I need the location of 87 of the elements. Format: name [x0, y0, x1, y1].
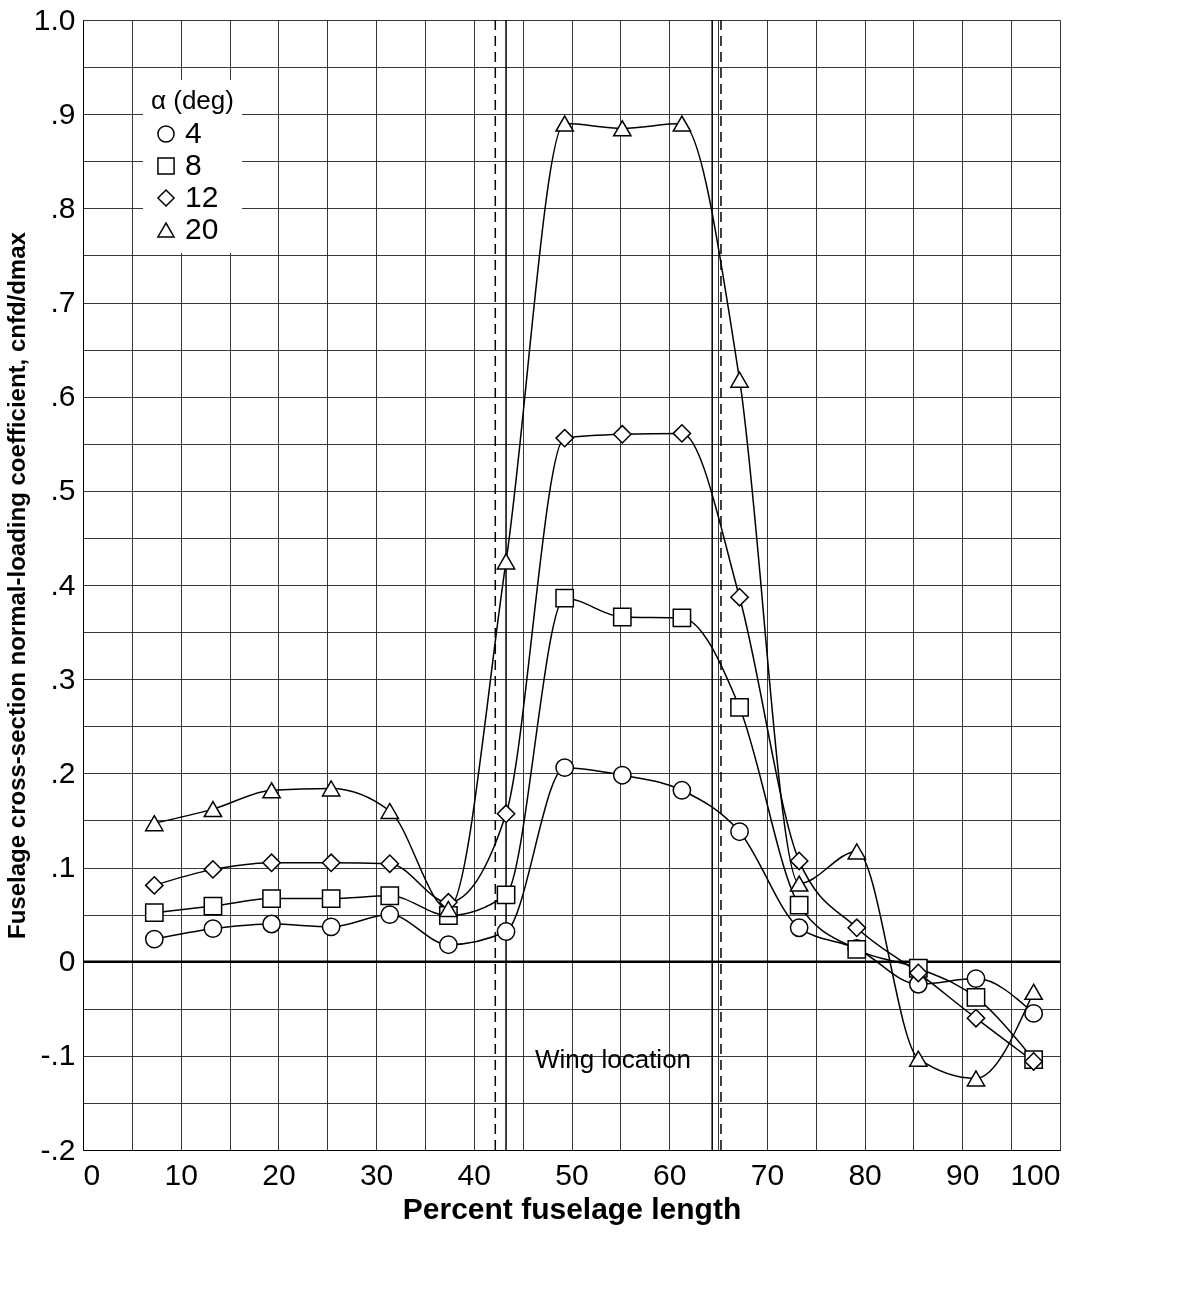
point [1024, 983, 1044, 1001]
point [321, 853, 341, 873]
y-tick-label: -.2 [40, 1132, 76, 1166]
point [144, 903, 164, 923]
legend-label: 4 [185, 116, 202, 149]
y-tick-label: .5 [50, 473, 76, 507]
point [321, 917, 341, 937]
point [612, 607, 632, 627]
point [789, 875, 809, 892]
point [262, 889, 281, 908]
point [496, 885, 516, 905]
x-tick-label: 40 [457, 1157, 491, 1191]
y-tick-label: .4 [50, 567, 76, 601]
point [555, 115, 575, 132]
point [496, 922, 516, 941]
point [496, 553, 516, 570]
point [672, 115, 692, 132]
legend-label: 20 [185, 212, 219, 245]
point [672, 423, 692, 443]
point [908, 963, 928, 983]
point [908, 1050, 928, 1067]
point [203, 800, 223, 818]
point [612, 120, 632, 137]
point [203, 896, 223, 916]
point [789, 851, 809, 871]
x-tick-label: 100 [1010, 1157, 1061, 1191]
x-tick-label: 30 [359, 1157, 394, 1191]
point [438, 900, 458, 918]
point [262, 782, 281, 799]
point [672, 780, 692, 800]
point [789, 895, 809, 915]
point [144, 929, 164, 949]
point [730, 587, 749, 607]
point [966, 969, 986, 989]
x-tick-label: 50 [555, 1157, 589, 1191]
y-tick-label: .6 [50, 379, 76, 413]
legend-title: α (deg) [151, 85, 234, 115]
point [555, 758, 575, 778]
point [438, 935, 458, 955]
point [321, 780, 341, 797]
x-tick-label: 80 [848, 1157, 882, 1191]
point [262, 914, 281, 934]
point [966, 988, 986, 1007]
point [1024, 1004, 1044, 1023]
point [262, 853, 281, 873]
point [321, 889, 341, 908]
point [730, 698, 749, 717]
point [380, 802, 400, 820]
point [380, 886, 400, 906]
x-tick-label: 90 [946, 1157, 980, 1191]
legend-label: 8 [185, 148, 202, 181]
y-tick-label: .7 [50, 285, 76, 318]
point [612, 765, 632, 785]
y-tick-label: .1 [50, 850, 76, 883]
point [789, 918, 809, 938]
point [203, 859, 223, 879]
point [203, 919, 223, 939]
y-tick-label: 0 [58, 944, 76, 978]
point [380, 905, 400, 924]
y-tick-label: .3 [50, 661, 76, 695]
x-tick-label: 70 [750, 1157, 785, 1191]
y-tick-label: .9 [50, 96, 76, 130]
x-axis-title: Percent fuselage length [402, 1191, 742, 1225]
y-tick-label: .2 [50, 755, 76, 789]
point [144, 875, 164, 895]
legend-label: 12 [185, 180, 219, 213]
point [612, 424, 632, 444]
x-tick-label: 60 [653, 1157, 687, 1191]
y-tick-label: .8 [50, 190, 76, 224]
point [555, 588, 575, 608]
point [847, 843, 867, 860]
point [966, 1070, 986, 1087]
x-tick-label: 10 [164, 1157, 198, 1191]
point [496, 804, 516, 824]
point [966, 1008, 986, 1028]
y-tick-label: 1.0 [33, 2, 76, 36]
x-tick-label: 20 [262, 1157, 296, 1191]
point [555, 428, 575, 448]
y-axis-title: Fuselage cross-section normal-loading coefficient, cnfd/dmax [2, 231, 30, 939]
x-tick-label: 0 [83, 1157, 101, 1191]
point [730, 371, 749, 388]
point [730, 822, 749, 842]
point [847, 918, 867, 938]
point [672, 608, 692, 628]
point [380, 854, 400, 874]
y-tick-label: -.1 [40, 1038, 76, 1072]
point [144, 814, 164, 832]
